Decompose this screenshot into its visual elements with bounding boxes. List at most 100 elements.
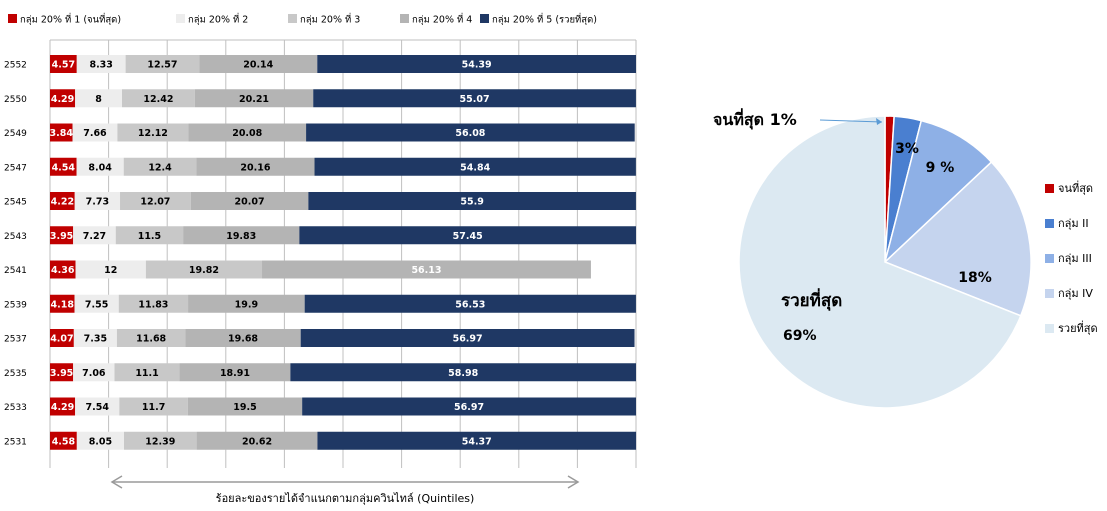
bar-segment-q1	[50, 157, 77, 176]
bar-segment-q2	[73, 329, 117, 347]
bar-data-label: 4.57	[52, 60, 75, 71]
bar-data-label: 7.54	[86, 402, 110, 413]
bar-segment-q5	[304, 294, 636, 313]
bar-data-label: 3.95	[50, 368, 73, 379]
bar-data-label: 54.37	[462, 436, 492, 447]
bar-data-label: 56.13	[411, 265, 441, 276]
year-label: 2535	[4, 369, 27, 379]
bar-segment-q4	[194, 89, 314, 108]
bar-segment-q3	[124, 431, 197, 450]
bar-segment-q2	[75, 260, 146, 279]
bar-data-label: 19.68	[228, 334, 258, 345]
bar-segment-q4	[199, 55, 318, 73]
callout-arrowhead	[876, 118, 882, 125]
bar-data-label: 57.45	[453, 231, 483, 242]
bar-segment-q1	[50, 89, 76, 108]
bar-data-label: 58.98	[448, 368, 478, 379]
bar-data-label: 11.5	[138, 231, 161, 242]
bar-rows: 2552 4.57 8.33 12.57 20.14 54.39 2550 4.29 8 12.4…	[4, 55, 637, 450]
bar-segment-q5	[306, 123, 635, 142]
bar-data-label: 19.82	[189, 265, 219, 276]
bar-segment-q1	[50, 294, 75, 313]
legend-swatch-q5	[480, 14, 489, 23]
bar-segment-q2	[73, 226, 116, 245]
year-label: 2545	[4, 198, 27, 208]
bar-segment-q1	[50, 123, 73, 142]
year-label: 2543	[4, 232, 27, 242]
bar-data-label: 7.73	[86, 197, 109, 208]
arrow-left-head	[110, 475, 123, 489]
bar-data-label: 19.83	[226, 231, 256, 242]
bar-segment-q5	[300, 329, 635, 347]
bar-segment-q4	[190, 192, 309, 210]
pie-legend-label-3: กลุ่ม III	[1058, 252, 1092, 265]
bar-data-label: 8.04	[88, 162, 112, 173]
bar-data-label: 8.05	[89, 436, 112, 447]
legend-label-q4: กลุ่ม 20% ที่ 4	[412, 13, 472, 26]
bar-data-label: 3.95	[50, 231, 73, 242]
pie-label-4: 18%	[958, 270, 992, 286]
bar-data-label: 7.35	[84, 334, 107, 345]
bar-data-label: 56.53	[455, 299, 485, 310]
bar-data-label: 20.07	[235, 197, 265, 208]
bar-segment-q3	[123, 157, 197, 176]
bar-data-label: 4.36	[51, 265, 75, 276]
bar-segment-q2	[73, 363, 115, 382]
year-label: 2549	[4, 129, 27, 139]
year-label: 2552	[4, 61, 27, 71]
bar-data-label: 4.22	[51, 197, 74, 208]
pie-legend-swatch-4	[1045, 289, 1054, 298]
pie-legend-swatch-5	[1045, 324, 1054, 333]
arrow-right-head	[567, 475, 580, 489]
bar-segment-q3	[117, 123, 189, 142]
pie-legend-label-2: กลุ่ม II	[1058, 217, 1089, 230]
legend-swatch-q2	[176, 14, 185, 23]
bar-data-label: 19.5	[233, 402, 256, 413]
bar-segment-q4	[187, 397, 303, 416]
pie-label-poorest: จนที่สุด 1%	[713, 108, 797, 130]
legend-swatch-q1	[8, 14, 17, 23]
bar-segment-q3	[116, 329, 186, 347]
bar-segment-q3	[119, 397, 188, 416]
bar-segment-q5	[290, 363, 636, 382]
bar-segment-q3	[145, 260, 263, 279]
pie-chart: จนที่สุด 1% 3% 9 % 18% รวยที่สุด 69%	[713, 108, 1032, 409]
legend-label-q3: กลุ่ม 20% ที่ 3	[300, 13, 360, 26]
bar-segment-q5	[308, 192, 636, 210]
legend-label-q2: กลุ่ม 20% ที่ 2	[188, 13, 248, 26]
bar-data-label: 56.08	[455, 128, 485, 139]
bar-segment-q5	[302, 397, 636, 416]
bar-segment-q4	[262, 260, 591, 279]
bar-segment-q1	[50, 55, 77, 73]
bar-segment-q4	[196, 431, 318, 450]
bar-segment-q1	[50, 226, 74, 245]
bar-segment-q2	[75, 89, 123, 108]
bar-segment-q4	[179, 363, 291, 382]
bar-data-label: 4.54	[52, 162, 76, 173]
bar-data-label: 54.39	[462, 60, 492, 71]
bar-data-label: 11.7	[142, 402, 165, 413]
bar-data-label: 4.29	[51, 402, 74, 413]
bar-segment-q2	[76, 55, 126, 73]
pie-slice-3	[883, 119, 993, 265]
bar-data-label: 4.18	[51, 299, 75, 310]
year-label: 2541	[4, 266, 27, 276]
bar-data-label: 12	[104, 265, 117, 276]
bar-segment-q1	[50, 192, 75, 210]
legend-label-q1: กลุ่ม 20% ที่ 1 (จนที่สุด)	[20, 13, 121, 26]
pie-legend-swatch-2	[1045, 219, 1054, 228]
bar-segment-q4	[183, 226, 300, 245]
bar-segment-q5	[299, 226, 636, 245]
bar-data-label: 7.55	[85, 299, 108, 310]
pie-legend-label-4: กลุ่ม IV	[1058, 287, 1093, 300]
bar-data-label: 56.97	[453, 334, 483, 345]
pie-slice-5	[738, 115, 1022, 409]
bar-legend: กลุ่ม 20% ที่ 1 (จนที่สุด) กลุ่ม 20% ที่ …	[8, 13, 597, 26]
bar-segment-q4	[185, 329, 301, 347]
bar-data-label: 55.07	[460, 94, 490, 105]
bar-segment-q2	[76, 157, 124, 176]
bar-data-label: 12.07	[140, 197, 170, 208]
bar-data-label: 7.06	[82, 368, 106, 379]
bar-data-label: 55.9	[460, 197, 483, 208]
